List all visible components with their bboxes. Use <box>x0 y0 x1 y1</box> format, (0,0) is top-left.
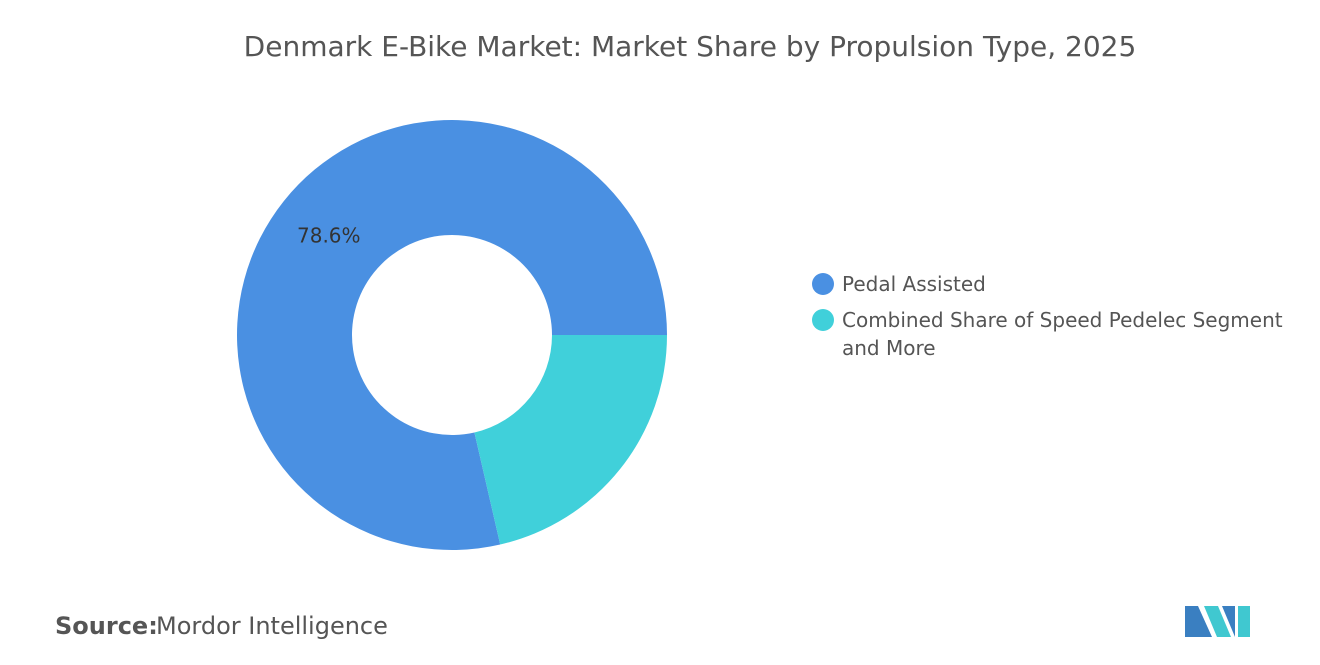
legend: Pedal Assisted Combined Share of Speed Pe… <box>812 270 1302 370</box>
legend-item: Combined Share of Speed Pedelec Segment … <box>812 306 1302 362</box>
legend-label: Pedal Assisted <box>842 272 986 296</box>
legend-swatch <box>812 273 834 295</box>
slice <box>474 335 667 545</box>
legend-label: Combined Share of Speed Pedelec Segment … <box>842 308 1283 360</box>
legend-item: Pedal Assisted <box>812 270 1302 298</box>
logo <box>1185 606 1250 637</box>
slice <box>236 119 667 550</box>
slices: 78.6% <box>236 119 667 550</box>
data-label: 78.6% <box>297 223 361 247</box>
source-label: Source: <box>55 612 158 640</box>
legend-swatch <box>812 309 834 331</box>
chart-title: Denmark E-Bike Market: Market Share by P… <box>244 30 1137 63</box>
source: Mordor Intelligence <box>156 612 388 640</box>
